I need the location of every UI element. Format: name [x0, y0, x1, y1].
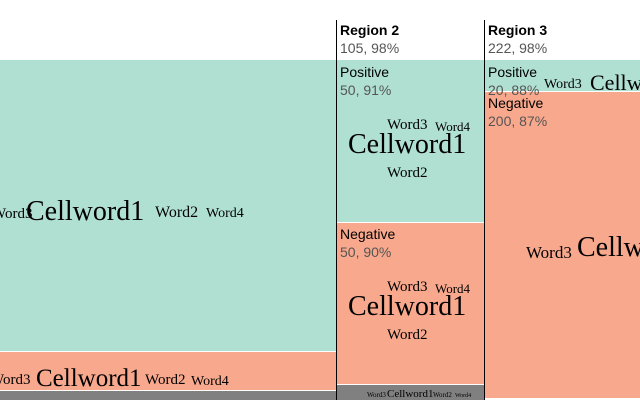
- region-2-other-word: Cellword1: [387, 388, 434, 400]
- region-3-title: Region 3: [488, 22, 548, 38]
- region-2-negative-word: Word2: [387, 327, 428, 343]
- region-2-positive-cell[interactable]: [337, 60, 484, 222]
- region-1-positive-word: Word4: [206, 206, 244, 221]
- region-3-negative-cell[interactable]: [485, 91, 640, 398]
- region-3-positive-stats: 20, 88%: [488, 82, 540, 98]
- region-2-positive-stats: 50, 91%: [340, 82, 392, 98]
- region-1-negative-cell[interactable]: [0, 351, 336, 390]
- region-2-divider: [336, 20, 337, 400]
- region-2-negative-stats: 50, 90%: [340, 244, 392, 260]
- region-2-negative-word: Cellword1: [348, 291, 467, 322]
- region-3-positive-word: Cellword1: [590, 70, 640, 95]
- region-3-negative-label: Negative: [488, 95, 544, 111]
- region-3-negative-word: Word3: [526, 243, 572, 262]
- region-3-negative-word: Cellword1: [577, 232, 640, 263]
- region-2-negative-cell[interactable]: [337, 222, 484, 384]
- region-1-positive-cell[interactable]: [0, 60, 336, 351]
- region-2-other-cell[interactable]: [337, 384, 484, 400]
- region-2-other-word: Word3: [367, 391, 386, 399]
- region-3-stats: 222, 98%: [488, 40, 548, 56]
- region-2-positive-word: Word4: [435, 119, 471, 134]
- region-3-positive-label: Positive: [488, 64, 538, 80]
- region-1-positive-word: Word3: [0, 206, 33, 222]
- region-2-other-word: Word4: [455, 393, 472, 399]
- region-2-other-word: Word2: [433, 391, 452, 399]
- region-1-negative-word: Cellword1: [36, 365, 142, 392]
- region-1-negative-word: Word2: [145, 372, 186, 388]
- region-2-positive-word: Cellword1: [348, 129, 467, 160]
- region-2-title: Region 2: [340, 22, 400, 38]
- region-1-other-cell[interactable]: [0, 390, 336, 400]
- region-1-positive-word: Cellword1: [26, 196, 145, 227]
- region-3-negative-stats: 200, 87%: [488, 113, 548, 129]
- region-1-negative-word: Word3: [0, 372, 31, 388]
- region-2-stats: 105, 98%: [340, 40, 400, 56]
- region-1-positive-word: Word2: [155, 204, 199, 221]
- region-2-positive-word: Word3: [387, 117, 428, 133]
- region-2-negative-word: Word3: [387, 279, 428, 295]
- region-2-positive-word: Word2: [387, 165, 428, 181]
- region-3-positive-word: Word3: [544, 77, 582, 92]
- region-2-positive-label: Positive: [340, 64, 390, 80]
- region-2-negative-label: Negative: [340, 226, 396, 242]
- region-1-negative-word: Word4: [191, 374, 229, 389]
- region-3-positive-cell[interactable]: [485, 60, 640, 91]
- region-3-divider: [484, 20, 485, 400]
- region-2-negative-word: Word4: [435, 281, 471, 296]
